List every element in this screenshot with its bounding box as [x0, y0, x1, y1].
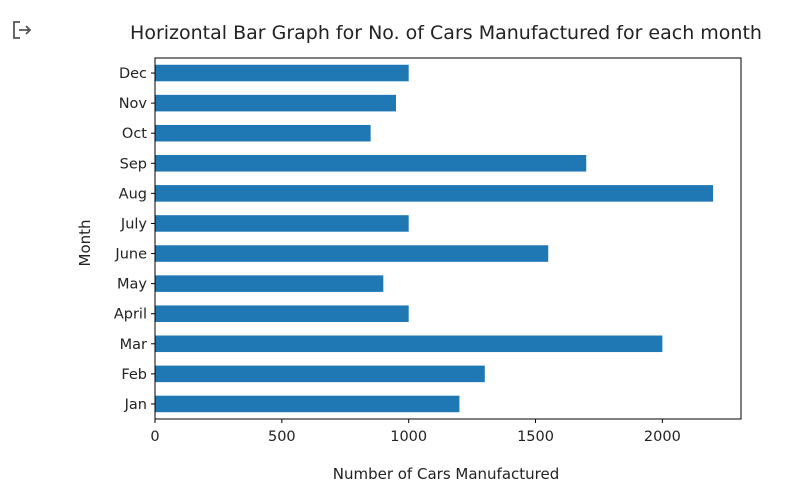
bar-may — [155, 275, 384, 292]
bar-aug — [155, 185, 714, 202]
bar-july — [155, 215, 409, 232]
y-tick-label-oct: Oct — [122, 126, 147, 142]
chart-title: Horizontal Bar Graph for No. of Cars Man… — [130, 22, 762, 44]
plot-frame — [154, 57, 742, 420]
y-axis-label: Month — [76, 219, 94, 266]
output-arrow-icon — [10, 18, 34, 42]
bar-feb — [155, 365, 485, 383]
x-tick-label-500: 500 — [268, 429, 296, 445]
y-tick-label-dec: Dec — [119, 66, 147, 82]
bar-dec — [155, 64, 409, 82]
y-tick-label-sep: Sep — [120, 156, 147, 172]
bar-april — [155, 305, 409, 322]
y-tick-label-june: June — [114, 247, 147, 263]
y-tick-label-july: July — [120, 216, 147, 232]
x-tick-label-2000: 2000 — [644, 429, 681, 445]
x-axis-label: Number of Cars Manufactured — [333, 465, 560, 483]
bar-sep — [155, 155, 587, 172]
bar-mar — [155, 335, 663, 353]
y-tick-label-mar: Mar — [120, 337, 147, 353]
y-tick-label-nov: Nov — [119, 96, 148, 112]
x-tick-label-1500: 1500 — [517, 429, 554, 445]
y-tick-label-may: May — [117, 277, 147, 293]
y-tick-label-april: April — [114, 307, 147, 323]
x-tick-label-1000: 1000 — [390, 429, 427, 445]
y-tick-label-jan: Jan — [124, 397, 147, 413]
x-axis-ticks: 0 500 1000 1500 2000 — [150, 419, 681, 445]
y-tick-label-aug: Aug — [119, 186, 147, 202]
bars-group — [155, 64, 714, 413]
bar-jan — [155, 395, 460, 413]
bar-nov — [155, 94, 396, 112]
bar-june — [155, 245, 549, 262]
y-axis-ticks: Jan Feb Mar April May June July Aug Sep Oct Nov Dec — [114, 66, 155, 413]
bar-oct — [155, 124, 371, 142]
x-tick-label-0: 0 — [150, 429, 159, 445]
y-tick-label-feb: Feb — [121, 367, 147, 383]
